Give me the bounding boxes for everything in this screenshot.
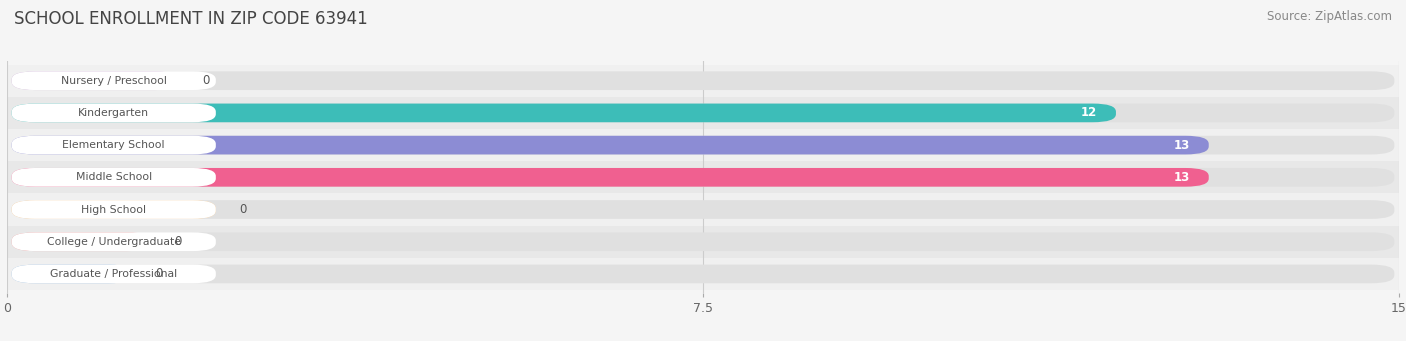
Text: 13: 13 — [1174, 171, 1191, 184]
Text: Middle School: Middle School — [76, 172, 152, 182]
Text: 12: 12 — [1081, 106, 1098, 119]
Text: Source: ZipAtlas.com: Source: ZipAtlas.com — [1267, 10, 1392, 23]
FancyBboxPatch shape — [11, 233, 1395, 251]
FancyBboxPatch shape — [11, 71, 1395, 90]
FancyBboxPatch shape — [11, 168, 1395, 187]
FancyBboxPatch shape — [11, 265, 1395, 283]
Text: 13: 13 — [1174, 138, 1191, 152]
FancyBboxPatch shape — [11, 265, 132, 283]
FancyBboxPatch shape — [11, 200, 217, 219]
Text: College / Undergraduate: College / Undergraduate — [46, 237, 181, 247]
FancyBboxPatch shape — [11, 71, 179, 90]
Text: 0: 0 — [202, 74, 209, 87]
Text: 0: 0 — [156, 267, 163, 280]
FancyBboxPatch shape — [11, 136, 217, 154]
Text: 0: 0 — [239, 203, 246, 216]
FancyBboxPatch shape — [7, 64, 1399, 97]
Text: Nursery / Preschool: Nursery / Preschool — [60, 76, 167, 86]
FancyBboxPatch shape — [7, 258, 1399, 290]
FancyBboxPatch shape — [11, 233, 150, 251]
Text: Graduate / Professional: Graduate / Professional — [51, 269, 177, 279]
FancyBboxPatch shape — [7, 129, 1399, 161]
Text: High School: High School — [82, 205, 146, 214]
Text: Kindergarten: Kindergarten — [79, 108, 149, 118]
FancyBboxPatch shape — [11, 200, 1395, 219]
FancyBboxPatch shape — [11, 265, 217, 283]
Text: 0: 0 — [174, 235, 181, 248]
FancyBboxPatch shape — [11, 136, 1209, 154]
FancyBboxPatch shape — [11, 104, 1395, 122]
FancyBboxPatch shape — [7, 161, 1399, 193]
FancyBboxPatch shape — [7, 226, 1399, 258]
FancyBboxPatch shape — [11, 104, 217, 122]
FancyBboxPatch shape — [7, 97, 1399, 129]
Text: Elementary School: Elementary School — [62, 140, 165, 150]
FancyBboxPatch shape — [11, 168, 217, 187]
FancyBboxPatch shape — [7, 193, 1399, 226]
FancyBboxPatch shape — [11, 200, 217, 219]
Text: SCHOOL ENROLLMENT IN ZIP CODE 63941: SCHOOL ENROLLMENT IN ZIP CODE 63941 — [14, 10, 368, 28]
FancyBboxPatch shape — [11, 233, 217, 251]
FancyBboxPatch shape — [11, 104, 1116, 122]
FancyBboxPatch shape — [11, 136, 1395, 154]
FancyBboxPatch shape — [11, 71, 217, 90]
FancyBboxPatch shape — [11, 168, 1209, 187]
